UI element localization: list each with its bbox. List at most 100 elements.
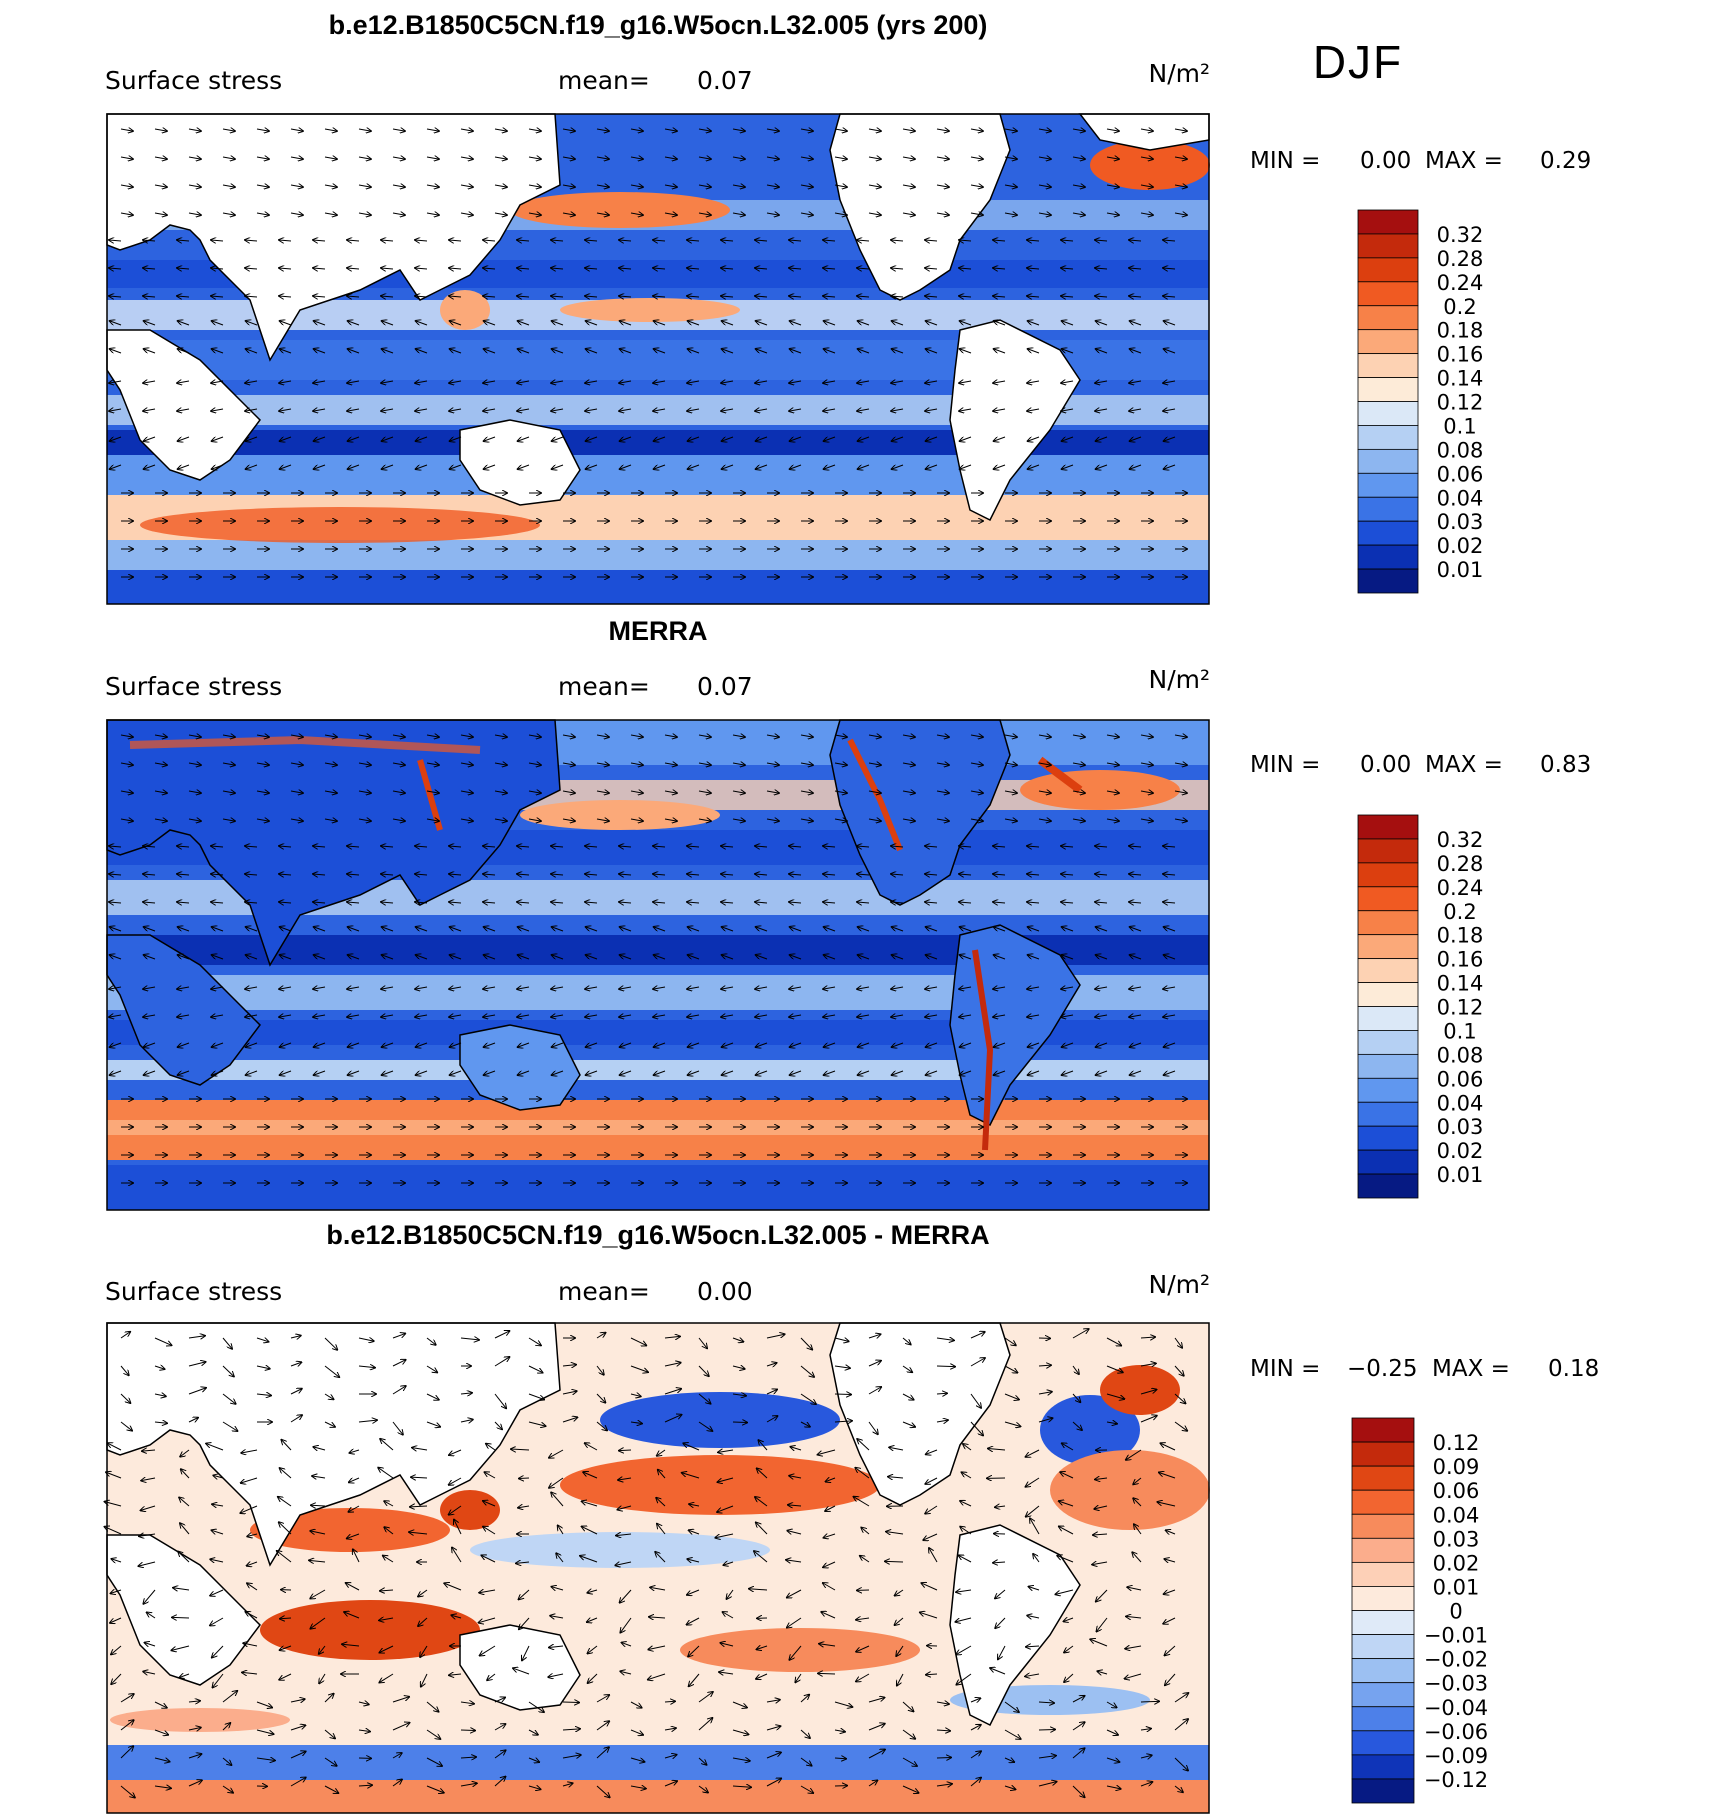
vector-arrows — [109, 735, 1187, 1183]
wind-stress-arrow — [1038, 735, 1051, 737]
wind-stress-arrow — [528, 763, 541, 765]
wind-stress-arrow — [1096, 464, 1108, 469]
field-label: Surface stress — [105, 1277, 282, 1306]
wind-stress-arrow — [959, 902, 972, 903]
wind-stress-arrow — [936, 157, 949, 159]
wind-stress-arrow — [653, 987, 666, 989]
map-frame — [106, 719, 1210, 1211]
wind-stress-arrow — [1163, 381, 1176, 383]
wind-stress-arrow — [722, 464, 734, 469]
colorbar-tick-label: −0.04 — [1424, 1696, 1488, 1720]
wind-stress-arrow — [324, 129, 337, 131]
wind-stress-arrow — [381, 987, 394, 989]
wind-stress-arrow — [756, 955, 768, 960]
wind-stress-arrow — [290, 763, 303, 765]
wind-stress-arrow — [790, 349, 802, 354]
colorbar-swatch — [1351, 1465, 1415, 1491]
wind-stress-arrow — [154, 791, 167, 793]
wind-stress-arrow — [858, 349, 870, 354]
wind-stress-arrow — [120, 185, 133, 187]
colorbar-swatch — [1357, 814, 1419, 840]
wind-stress-arrow — [324, 157, 337, 159]
wind-stress-arrow — [172, 1617, 190, 1618]
map-frame — [106, 113, 1210, 605]
wind-stress-arrow — [279, 296, 292, 297]
wind-stress-arrow — [382, 464, 394, 469]
wind-stress-arrow — [892, 955, 904, 960]
wind-stress-arrow — [1140, 1701, 1159, 1702]
wind-stress-arrow — [120, 735, 133, 737]
wind-stress-arrow — [1106, 213, 1119, 215]
wind-stress-arrow — [722, 955, 734, 960]
wind-stress-arrow — [687, 381, 700, 383]
wind-stress-arrow — [892, 436, 904, 441]
wind-stress-arrow — [426, 763, 439, 765]
panel-title: MERRA — [609, 616, 708, 646]
wind-stress-arrow — [688, 436, 700, 441]
colorbar-tick-label: 0.01 — [1437, 558, 1484, 582]
wind-stress-arrow — [619, 381, 632, 383]
wind-stress-arrow — [936, 129, 949, 131]
wind-stress-arrow — [653, 846, 666, 847]
wind-stress-arrow — [926, 1042, 938, 1047]
wind-stress-arrow — [596, 791, 609, 793]
wind-stress-arrow — [732, 213, 745, 215]
wind-stress-arrow — [154, 763, 167, 765]
wind-stress-arrow — [483, 296, 496, 297]
wind-stress-arrow — [585, 987, 598, 989]
wind-stress-arrow — [222, 129, 235, 131]
wind-stress-arrow — [245, 846, 258, 847]
wind-stress-arrow — [824, 321, 836, 326]
wind-stress-arrow — [1061, 874, 1074, 875]
wind-stress-arrow — [959, 240, 972, 241]
wind-stress-arrow — [1028, 1042, 1040, 1047]
wind-stress-arrow — [245, 409, 258, 411]
wind-stress-arrow — [1174, 791, 1187, 793]
wind-stress-arrow — [460, 791, 473, 793]
wind-stress-arrow — [144, 321, 156, 326]
units-label: N/m² — [1149, 1270, 1211, 1299]
wind-stress-arrow — [970, 735, 983, 737]
wind-stress-arrow — [722, 927, 734, 932]
wind-stress-arrow — [392, 819, 405, 821]
wind-stress-arrow — [449, 874, 462, 875]
wind-stress-arrow — [358, 157, 371, 159]
wind-stress-arrow — [732, 791, 745, 793]
wind-stress-arrow — [1140, 129, 1153, 131]
wind-stress-arrow — [1164, 464, 1176, 469]
wind-stress-arrow — [519, 1478, 530, 1479]
wind-stress-arrow — [178, 464, 190, 469]
wind-stress-arrow — [857, 296, 870, 297]
wind-stress-arrow — [721, 902, 734, 903]
colorbar-swatch — [1357, 838, 1419, 864]
wind-stress-arrow — [766, 213, 779, 215]
colorbar-tick-label: 0.12 — [1437, 391, 1484, 415]
wind-stress-arrow — [970, 763, 983, 765]
wind-stress-arrow — [517, 240, 530, 241]
wind-stress-arrow — [211, 268, 224, 269]
wind-stress-arrow — [1129, 902, 1142, 903]
wind-stress-arrow — [1130, 464, 1142, 469]
wind-stress-arrow — [1038, 819, 1051, 821]
wind-stress-arrow — [460, 185, 473, 187]
wind-stress-arrow — [960, 321, 972, 326]
wind-stress-arrow — [416, 321, 428, 326]
colorbar-swatch — [1357, 377, 1419, 402]
wind-stress-arrow — [970, 157, 983, 159]
wind-stress-arrow — [1096, 436, 1108, 441]
wind-stress-arrow — [1028, 464, 1040, 469]
wind-stress-arrow — [1004, 763, 1017, 765]
wind-stress-arrow — [222, 791, 235, 793]
wind-stress-arrow — [517, 902, 530, 903]
wind-stress-arrow — [246, 436, 258, 441]
wind-stress-arrow — [688, 927, 700, 932]
colorbar-tick-label: 0.1 — [1443, 414, 1476, 438]
wind-stress-arrow — [698, 819, 711, 821]
colorbar-swatch — [1357, 472, 1419, 498]
wind-stress-arrow — [653, 1015, 666, 1017]
wind-stress-arrow — [993, 381, 1006, 383]
wind-stress-arrow — [314, 927, 326, 932]
wind-stress-arrow — [1163, 268, 1176, 269]
wind-stress-arrow — [868, 157, 881, 159]
wind-stress-arrow — [449, 1015, 462, 1017]
